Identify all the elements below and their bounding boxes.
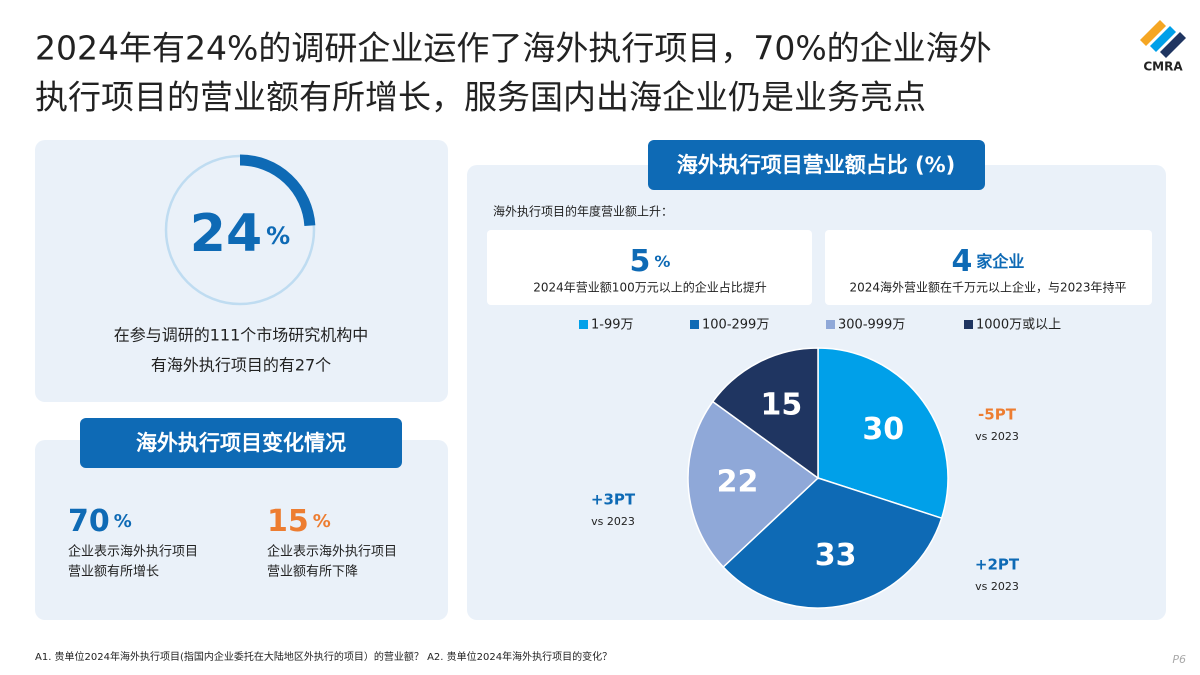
pie-slice — [711, 347, 819, 480]
change-text: 企业表示海外执行项目 — [68, 544, 198, 560]
annotation: +3PT — [591, 491, 636, 509]
slice-label: 22 — [717, 465, 759, 500]
ring-label-value: 24 — [190, 204, 262, 264]
annotation-note: vs 2023 — [975, 430, 1019, 443]
slice-label: 30 — [862, 412, 904, 447]
pie-slice — [722, 477, 943, 609]
ring-label-unit: % — [266, 222, 290, 250]
change-stat: 15% — [267, 504, 331, 539]
ring-caption: 在参与调研的111个市场研究机构中 — [114, 326, 369, 345]
highlight-text: 2024海外营业额在千万元以上企业，与2023年持平 — [849, 280, 1126, 295]
slice-label: 33 — [815, 538, 857, 573]
legend-label: 100-299万 — [702, 318, 769, 333]
highlight-stat-value: 5 — [630, 244, 651, 279]
slice-label: 15 — [761, 388, 803, 423]
title-line: 执行项目的营业额有所增长，服务国内出海企业仍是业务亮点 — [35, 78, 926, 117]
annotation: -5PT — [978, 406, 1017, 424]
highlight-text: 2024年营业额100万元以上的企业占比提升 — [533, 280, 766, 295]
change-badge — [80, 418, 402, 468]
logo-mark — [1140, 20, 1186, 58]
ring-arc — [239, 154, 316, 227]
legend-swatch — [690, 320, 699, 329]
change-stat-unit: % — [114, 511, 132, 532]
change-stat: 70% — [68, 504, 132, 539]
change-text: 营业额有所增长 — [68, 565, 159, 580]
footnote: A1. 贵单位2024年海外执行项目(指国内企业委托在大陆地区外执行的项目）的营… — [35, 650, 612, 663]
page-number: P6 — [1172, 653, 1186, 666]
change-text: 营业额有所下降 — [267, 565, 358, 580]
highlight-stat: 5% — [630, 244, 671, 279]
annotation-note: vs 2023 — [591, 515, 635, 528]
legend-label: 1-99万 — [591, 318, 634, 333]
ring-label: 24% — [190, 204, 290, 264]
pie-slice — [817, 347, 949, 520]
highlight-stat-unit: 家企业 — [976, 252, 1024, 271]
pie-slice — [687, 400, 820, 569]
legend-label: 300-999万 — [838, 318, 905, 333]
change-stat-unit: % — [313, 511, 331, 532]
ring-caption: 有海外执行项目的有27个 — [151, 356, 331, 375]
chart-badge — [648, 140, 985, 190]
highlight-stat-value: 4 — [952, 244, 973, 279]
change-text: 企业表示海外执行项目 — [267, 544, 397, 560]
legend-swatch — [579, 320, 588, 329]
legend-swatch — [826, 320, 835, 329]
logo-text: CMRA — [1143, 60, 1183, 74]
annotation-note: vs 2023 — [975, 580, 1019, 593]
ring-panel — [35, 140, 448, 402]
chart-subtitle: 海外执行项目的年度营业额上升： — [493, 204, 673, 219]
chart-title: 海外执行项目营业额占比 (%) — [677, 153, 956, 177]
title-line: 2024年有24%的调研企业运作了海外执行项目，70%的企业海外 — [35, 29, 992, 68]
highlight-stat: 4 家企业 — [952, 244, 1025, 279]
legend-swatch — [964, 320, 973, 329]
legend-label: 1000万或以上 — [976, 318, 1061, 333]
change-panel — [35, 440, 448, 620]
highlight-box — [487, 230, 812, 305]
highlight-box — [825, 230, 1152, 305]
change-stat-value: 70 — [68, 504, 110, 539]
annotation: +2PT — [975, 556, 1020, 574]
change-title: 海外执行项目变化情况 — [136, 431, 346, 455]
change-stat-value: 15 — [267, 504, 309, 539]
highlight-stat-unit: % — [654, 252, 670, 271]
